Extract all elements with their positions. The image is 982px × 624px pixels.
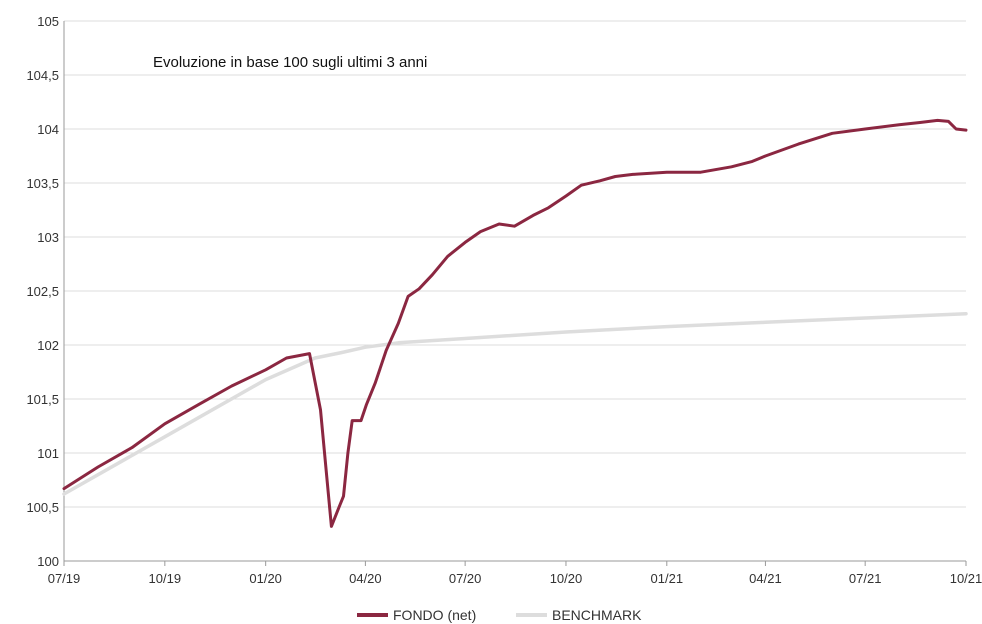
x-tick-label: 04/20 (349, 571, 382, 586)
x-tick-label: 07/19 (48, 571, 81, 586)
y-tick-label: 101,5 (26, 392, 59, 407)
y-tick-label: 100,5 (26, 500, 59, 515)
y-tick-label: 100 (37, 554, 59, 569)
legend-label-1: BENCHMARK (552, 607, 642, 623)
series-line-0 (62, 118, 968, 528)
x-axis: 07/19 10/19 01/20 04/20 07/20 10/20 01/21 04/21… (48, 560, 982, 586)
y-tick-label: 102,5 (26, 284, 59, 299)
x-tick-label: 04/21 (749, 571, 782, 586)
y-tick-label: 104,5 (26, 68, 59, 83)
series-line-1 (62, 311, 968, 496)
chart-title: Evoluzione in base 100 sugli ultimi 3 an… (153, 54, 427, 71)
legend: FONDO (net) BENCHMARK (357, 607, 642, 623)
x-tick-label: 10/20 (550, 571, 583, 586)
x-tick-label: 10/19 (149, 571, 182, 586)
x-tick-label: 07/21 (849, 571, 882, 586)
x-tick-label: 01/21 (651, 571, 684, 586)
series-group (62, 118, 968, 528)
y-tick-label: 102 (37, 338, 59, 353)
grid-lines (64, 20, 966, 562)
y-axis: 100 100,5 101 101,5 102 102,5 103 103,5 104 104,5… (26, 14, 65, 569)
y-tick-label: 104 (37, 122, 59, 137)
legend-label-0: FONDO (net) (393, 607, 476, 623)
x-tick-label: 07/20 (449, 571, 482, 586)
y-tick-label: 103 (37, 230, 59, 245)
x-tick-label: 10/21 (950, 571, 982, 586)
y-tick-label: 101 (37, 446, 59, 461)
y-tick-label: 103,5 (26, 176, 59, 191)
y-tick-label: 105 (37, 14, 59, 29)
x-tick-label: 01/20 (249, 571, 282, 586)
